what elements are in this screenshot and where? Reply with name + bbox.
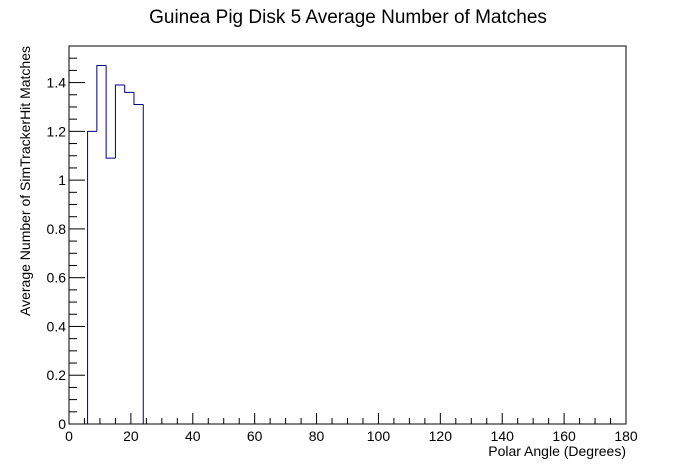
- x-tick-label: 80: [309, 428, 325, 444]
- y-tick-label: 1: [58, 172, 66, 188]
- x-tick-label: 0: [65, 428, 73, 444]
- x-tick-label: 20: [123, 428, 139, 444]
- x-tick-label: 100: [367, 428, 391, 444]
- y-tick-label: 0.8: [47, 221, 67, 237]
- x-tick-label: 40: [185, 428, 201, 444]
- y-tick-label: 0.4: [47, 318, 67, 334]
- y-tick-label: 0.2: [47, 367, 67, 383]
- y-axis: [69, 45, 85, 425]
- histogram-bins: [87, 65, 144, 424]
- x-tick-label: 120: [429, 428, 453, 444]
- histogram-bin: [114, 84, 125, 159]
- histogram-bin: [96, 65, 107, 132]
- x-tick-label: 180: [614, 428, 638, 444]
- x-tick-label: 140: [491, 428, 515, 444]
- x-axis-label: Polar Angle (Degrees): [488, 443, 626, 459]
- y-tick-labels: 0 0.2 0.4 0.6 0.8 1 1.2 1.4: [47, 75, 67, 432]
- plot-frame: [68, 45, 627, 425]
- histogram-bin: [133, 92, 144, 106]
- histogram-bin: [124, 85, 134, 93]
- x-tick-labels: 0 20 40 60 80 100 120 140 160 180: [65, 428, 638, 444]
- x-axis: [68, 413, 627, 424]
- y-tick-label: 0.6: [47, 270, 67, 286]
- y-axis-label: Average Number of SimTrackerHit Matches: [17, 46, 33, 316]
- y-tick-label: 1.2: [47, 123, 67, 139]
- x-tick-label: 160: [552, 428, 576, 444]
- x-tick-label: 60: [247, 428, 263, 444]
- histogram-bin: [87, 130, 97, 424]
- histogram-bin: [105, 65, 116, 159]
- y-tick-label: 0: [58, 416, 66, 432]
- chart-title: Guinea Pig Disk 5 Average Number of Matc…: [149, 7, 547, 28]
- y-tick-label: 1.4: [47, 75, 67, 91]
